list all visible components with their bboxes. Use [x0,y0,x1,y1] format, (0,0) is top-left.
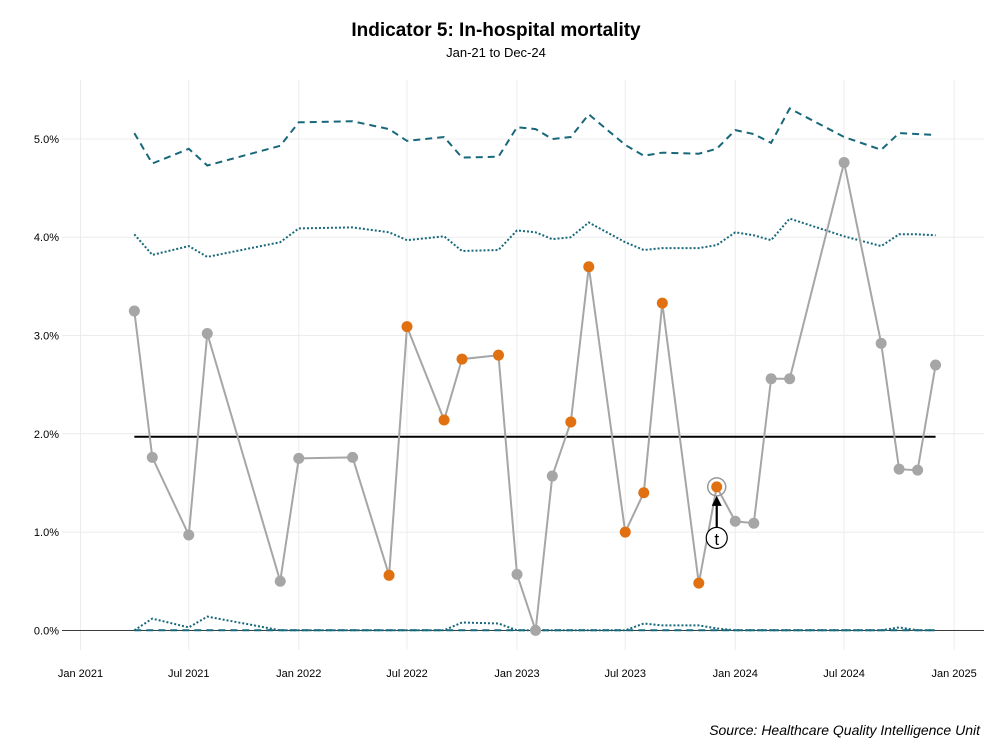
data-point-highlighted [619,526,631,538]
y-tick-label: 0.0% [34,625,59,637]
data-point [274,575,286,587]
upper-warning-limit-2sigma [133,217,936,258]
data-point-highlighted [583,261,595,273]
x-tick-label: Jan 2023 [494,668,539,680]
data-point [293,452,305,464]
y-tick-label: 1.0% [34,527,59,539]
series-points [128,157,942,636]
annotation-label: t [714,530,719,549]
annotation: t [705,477,728,549]
x-tick-label: Jan 2022 [276,668,321,680]
data-point-highlighted [492,349,504,361]
data-point [146,451,158,463]
y-tick-label: 5.0% [34,134,59,146]
annotation-marker [705,526,728,549]
data-point-highlighted [383,569,395,581]
data-point-highlighted [711,481,723,493]
x-tick-label: Jul 2023 [604,668,646,680]
data-point [183,529,195,541]
data-point [748,517,760,529]
x-tick-label: Jan 2021 [58,668,103,680]
data-point [784,373,796,385]
annotation-arrowhead [711,495,722,506]
data-point [128,305,140,317]
data-point [530,624,542,636]
data-point-highlighted [638,487,650,499]
data-point [765,373,777,385]
x-axis-ticks: Jan 2021 Jul 2021 Jan 2022 Jul 2022 Jan 2023… [58,668,977,680]
data-point [347,451,359,463]
data-point-highlighted [693,577,705,589]
data-point-highlighted [656,297,668,309]
data-point-highlighted [565,416,577,428]
y-tick-label: 2.0% [34,429,59,441]
data-point [912,464,924,476]
data-point-highlighted [401,321,413,333]
data-point [875,337,887,349]
data-point [893,463,905,475]
data-point [201,328,213,340]
x-tick-label: Jan 2024 [713,668,758,680]
chart-title: Indicator 5: In-hospital mortality [351,20,641,41]
x-tick-label: Jul 2022 [386,668,428,680]
data-point [930,359,942,371]
data-point [838,157,850,169]
y-axis-ticks: 0.0% 1.0% 2.0% 3.0% 4.0% 5.0% [34,134,59,637]
data-point [729,515,741,527]
x-tick-label: Jan 2025 [931,668,976,680]
chart-subtitle: Jan-21 to Dec-24 [446,45,546,60]
y-tick-label: 4.0% [34,232,59,244]
data-point-highlighted [456,353,468,365]
control-limits [133,107,936,632]
x-tick-label: Jul 2024 [823,668,865,680]
y-tick-label: 3.0% [34,331,59,343]
data-point-highlighted [438,414,450,426]
upper-control-limit-3sigma [133,107,936,167]
data-point [546,470,558,482]
x-tick-label: Jul 2021 [168,668,210,680]
chart-caption: Source: Healthcare Quality Intelligence … [709,722,980,738]
data-point [511,568,523,580]
